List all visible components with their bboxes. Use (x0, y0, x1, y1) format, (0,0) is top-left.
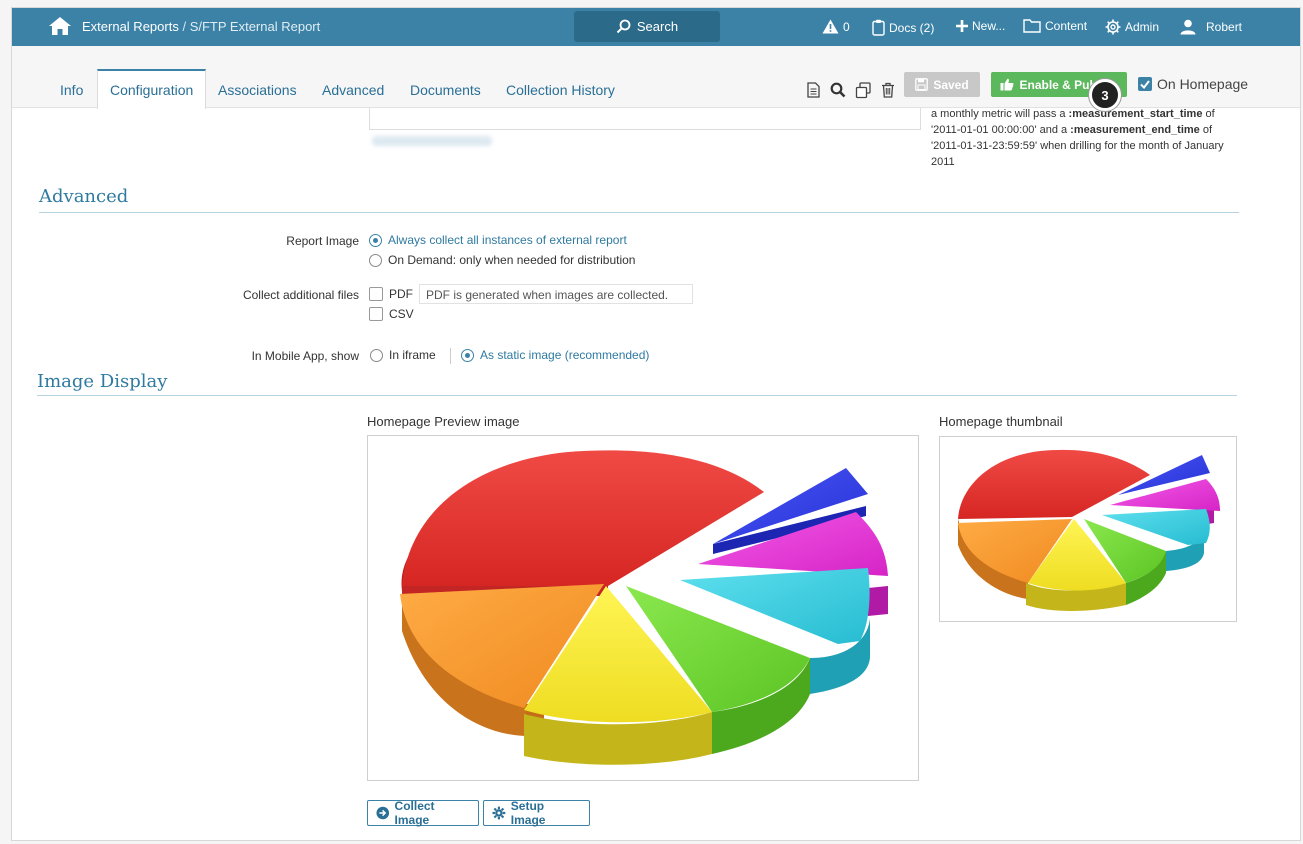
collect-image-button[interactable]: Collect Image (367, 799, 479, 827)
pie-chart-thumbnail-picture (958, 449, 1220, 611)
app-window: External Reports / S/FTP External Report… (11, 7, 1301, 841)
setup-image-button[interactable]: Setup Image (483, 799, 590, 827)
trash-icon[interactable] (881, 82, 895, 101)
tab-associations[interactable]: Associations (218, 82, 297, 98)
tab-bar: Info Configuration Associations Advanced… (12, 46, 1300, 111)
docs-label: Docs (2) (889, 20, 935, 35)
help-text-3: of '2011-01-31-23:59:59' when drilling f… (931, 124, 1224, 168)
tab-advanced[interactable]: Advanced (322, 82, 385, 98)
setup-image-label: Setup Image (510, 799, 546, 827)
clipboard-icon (872, 19, 885, 36)
plus-icon (956, 20, 968, 32)
always-collect-label: Always collect all instances of external… (388, 233, 627, 247)
content-button[interactable]: Content (1023, 19, 1087, 33)
search-label: Search (636, 19, 679, 34)
admin-button[interactable]: Admin (1105, 19, 1159, 35)
floppy-icon (915, 78, 929, 91)
breadcrumb-separator: / (182, 19, 187, 34)
on-homepage-checkbox[interactable]: On Homepage (1138, 76, 1248, 92)
help-param-start: :measurement_start_time (1068, 108, 1203, 120)
radio-on-demand[interactable]: On Demand: only when needed for distribu… (369, 253, 635, 267)
user-icon (1180, 19, 1196, 35)
user-menu[interactable]: Robert (1180, 19, 1242, 35)
iframe-label: In iframe (389, 348, 436, 362)
checkbox-empty-icon (369, 307, 383, 321)
alerts-button[interactable]: 0 (822, 19, 850, 34)
csv-checkbox[interactable]: CSV (369, 307, 414, 321)
measurement-help-text: a monthly metric will pass a :measuremen… (931, 106, 1231, 170)
admin-label: Admin (1125, 20, 1160, 34)
image-display-section-title: Image Display (37, 371, 168, 392)
homepage-thumbnail-image (939, 436, 1237, 622)
report-image-label: Report Image (286, 234, 359, 248)
on-demand-label: On Demand: only when needed for distribu… (388, 253, 636, 267)
arrow-circle-right-icon (376, 806, 390, 820)
document-icon[interactable] (807, 82, 820, 101)
saved-button[interactable]: Saved (904, 72, 980, 97)
step-badge: 3 (1089, 79, 1121, 111)
search-button[interactable]: Search (574, 11, 720, 42)
blurred-link (372, 136, 492, 146)
cog-icon (492, 806, 506, 820)
radio-iframe[interactable]: In iframe (370, 348, 436, 362)
new-label: New... (972, 19, 1006, 33)
thumbnail-label: Homepage thumbnail (939, 414, 1063, 429)
new-button[interactable]: New... (956, 19, 1005, 33)
user-name: Robert (1206, 20, 1243, 34)
csv-label: CSV (389, 307, 414, 321)
pdf-label: PDF (389, 287, 413, 301)
checkbox-empty-icon (369, 287, 383, 301)
top-navbar: External Reports / S/FTP External Report… (12, 8, 1300, 46)
breadcrumb-root[interactable]: External Reports (82, 19, 179, 34)
sql-input-box[interactable] (369, 108, 921, 130)
options-separator (450, 348, 451, 364)
radio-static-image[interactable]: As static image (recommended) (461, 348, 649, 362)
homepage-preview-image (367, 435, 919, 781)
copy-icon[interactable] (855, 82, 872, 102)
radio-empty-icon (369, 253, 382, 267)
preview-image-label: Homepage Preview image (367, 414, 520, 429)
checkmark-icon (1138, 77, 1152, 91)
pie-chart-3d-picture (400, 450, 888, 765)
alerts-count: 0 (843, 19, 850, 34)
on-homepage-label: On Homepage (1157, 76, 1249, 92)
pdf-hint-text: PDF is generated when images are collect… (419, 284, 693, 304)
magnifier-icon[interactable] (830, 82, 846, 101)
static-image-label: As static image (recommended) (480, 348, 650, 362)
folder-icon (1023, 19, 1041, 33)
warning-icon (822, 19, 839, 34)
docs-button[interactable]: Docs (2) (872, 19, 934, 36)
search-icon (616, 19, 631, 34)
help-text-1: a monthly metric will pass a (931, 108, 1069, 120)
breadcrumb-current: S/FTP External Report (189, 19, 321, 34)
home-icon[interactable] (48, 16, 72, 39)
radio-selected-icon (369, 233, 382, 247)
tab-configuration[interactable]: Configuration (97, 69, 207, 109)
content-label: Content (1045, 19, 1088, 33)
tab-info[interactable]: Info (60, 82, 84, 98)
advanced-divider (39, 212, 1239, 213)
mobile-app-label: In Mobile App, show (251, 349, 359, 363)
gear-icon (1105, 19, 1121, 35)
tab-collection-history[interactable]: Collection History (506, 82, 615, 98)
help-param-end: :measurement_end_time (1070, 124, 1200, 136)
saved-label: Saved (933, 77, 969, 92)
thumbs-up-icon (1000, 78, 1014, 91)
breadcrumb: External Reports / S/FTP External Report (82, 19, 320, 34)
collect-image-label: Collect Image (394, 799, 435, 827)
image-display-divider (37, 395, 1237, 396)
radio-selected-icon (461, 348, 474, 362)
radio-always-collect[interactable]: Always collect all instances of external… (369, 233, 627, 247)
radio-empty-icon (370, 348, 383, 362)
pdf-checkbox[interactable]: PDF (369, 287, 413, 301)
advanced-section-title: Advanced (39, 186, 129, 207)
tab-documents[interactable]: Documents (410, 82, 481, 98)
help-text-2: of '2011-01-01 00:00:00' and a (931, 108, 1215, 136)
collect-files-label: Collect additional files (242, 288, 359, 302)
